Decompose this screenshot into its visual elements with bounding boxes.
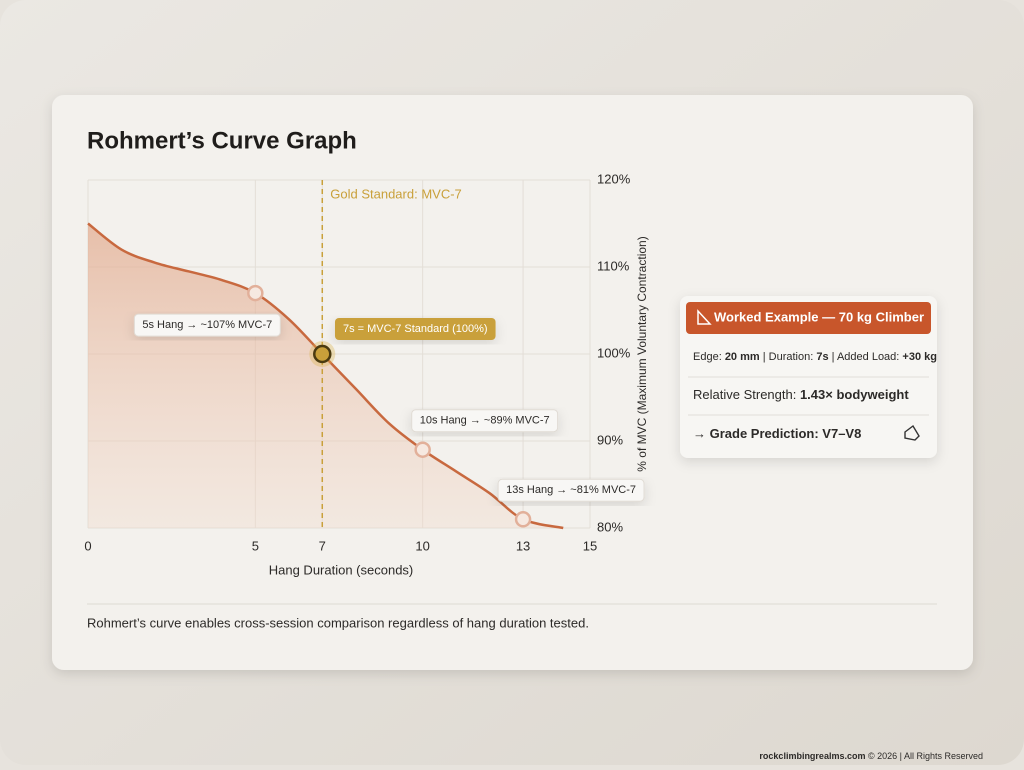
area: [88, 223, 564, 528]
x-tick-label: 7: [319, 538, 326, 553]
card-row-text: | Duration:: [760, 351, 817, 363]
y-tick-label: 120%: [597, 171, 631, 186]
annotation-label: 10s Hang → ~89% MVC-7: [420, 415, 550, 427]
y-tick-label: 100%: [597, 345, 631, 360]
footer: rockclimbingrealms.com © 2026 | All Righ…: [759, 751, 983, 761]
x-tick-label: 15: [583, 538, 597, 553]
card-row: Edge: 20 mm | Duration: 7s | Added Load:…: [693, 351, 937, 363]
annotation: 5s Hang → ~107% MVC-7: [133, 313, 281, 337]
footer-site: rockclimbingrealms.com: [759, 751, 865, 761]
annotation: 13s Hang → ~81% MVC-7: [497, 478, 645, 502]
x-axis-title: Hang Duration (seconds): [269, 562, 414, 577]
point: [414, 441, 431, 458]
annotation-label: 5s Hang → ~107% MVC-7: [142, 319, 272, 331]
reference-label: Gold Standard: MVC-7: [330, 186, 462, 201]
caption: Rohmert’s curve enables cross-session co…: [87, 615, 589, 630]
card-row: → Grade Prediction: V7–V8: [693, 426, 861, 441]
card-row-text: +30 kg: [902, 351, 937, 363]
y-tick-label: 90%: [597, 432, 623, 447]
ruler-icon: [697, 309, 712, 325]
annotation-box: [133, 313, 281, 337]
x-tick-label: 0: [84, 538, 91, 553]
card-row: Relative Strength: 1.43× bodyweight: [693, 387, 909, 402]
card-title: Worked Example — 70 kg Climber: [714, 309, 924, 324]
x-tick-label: 10: [415, 538, 429, 553]
card-header: [686, 302, 931, 334]
card-row-text: → Grade Prediction: V7–V8: [693, 426, 861, 441]
x-tick-label: 13: [516, 538, 530, 553]
annotation-box: [497, 478, 645, 502]
x-tick-label: 5: [252, 538, 259, 553]
card-row-text: 1.43× bodyweight: [800, 387, 909, 402]
annotation: 10s Hang → ~89% MVC-7: [411, 409, 559, 433]
point: [247, 284, 264, 302]
card-row-text: Edge:: [693, 351, 725, 363]
card-rows: Edge: 20 mm | Duration: 7s | Added Load:…: [693, 351, 937, 442]
annotation-label: 13s Hang → ~81% MVC-7: [506, 484, 636, 496]
point: [514, 511, 532, 528]
y-axis-title: % of MVC (Maximum Voluntary Contraction): [635, 236, 649, 471]
card-row-text: Relative Strength:: [693, 387, 800, 402]
annotation: 7s = MVC-7 Standard (100%): [334, 318, 496, 340]
annotation-label: 7s = MVC-7 Standard (100%): [343, 323, 488, 335]
card-row-text: 20 mm: [725, 351, 760, 363]
point: [313, 344, 332, 364]
card-row-text: | Added Load:: [829, 351, 903, 363]
footer-rights: © 2026 | All Rights Reserved: [865, 751, 983, 761]
y-tick-label: 80%: [597, 519, 623, 534]
annotation-box: [411, 409, 559, 433]
shoe-icon: [904, 424, 920, 441]
plot: 80% 90% 100% 110% 120% 0 5 7 10 13 15 Hang Duration…: [84, 171, 649, 577]
annotation-box: [334, 318, 496, 340]
y-tick-label: 110%: [597, 258, 630, 273]
chart-title: Rohmert’s Curve Graph: [87, 127, 357, 154]
card-row-text: 7s: [816, 351, 828, 363]
